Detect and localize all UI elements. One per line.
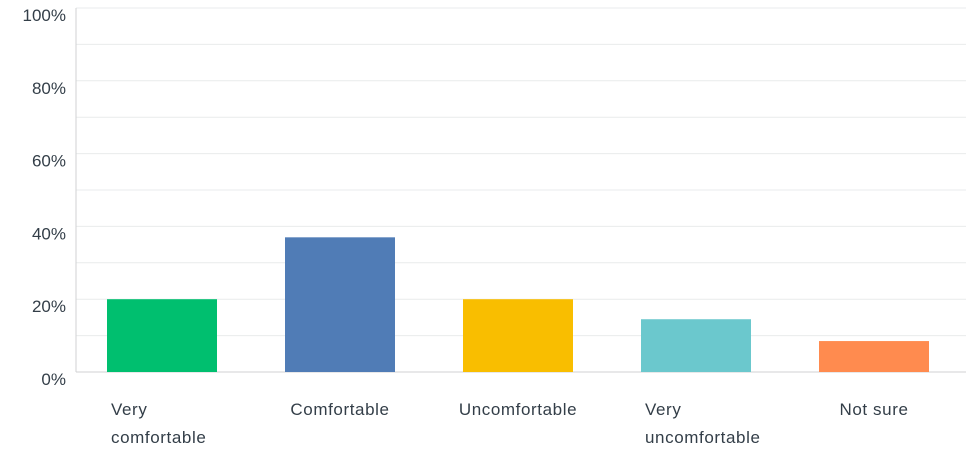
- bar: [463, 299, 573, 372]
- bar: [107, 299, 217, 372]
- category-label: Not sure: [839, 400, 908, 419]
- y-tick-label: 100%: [23, 6, 66, 25]
- y-tick-label: 60%: [32, 152, 66, 171]
- bar: [819, 341, 929, 372]
- gridlines: [76, 7, 966, 337]
- y-tick-label: 80%: [32, 79, 66, 98]
- category-label: Uncomfortable: [459, 400, 577, 419]
- category-labels: Very comfortable Comfortable Uncomfortable V…: [111, 400, 908, 447]
- bar: [285, 237, 395, 372]
- y-tick-label: 0%: [41, 370, 66, 389]
- category-label: Very comfortable: [111, 400, 206, 447]
- y-tick-labels: 0% 20% 40% 60% 80% 100%: [23, 6, 66, 389]
- category-label: Very uncomfortable: [645, 400, 761, 447]
- category-label: Comfortable: [290, 400, 389, 419]
- bars: [107, 237, 929, 372]
- bar: [641, 319, 751, 372]
- y-tick-label: 40%: [32, 224, 66, 243]
- y-tick-label: 20%: [32, 297, 66, 316]
